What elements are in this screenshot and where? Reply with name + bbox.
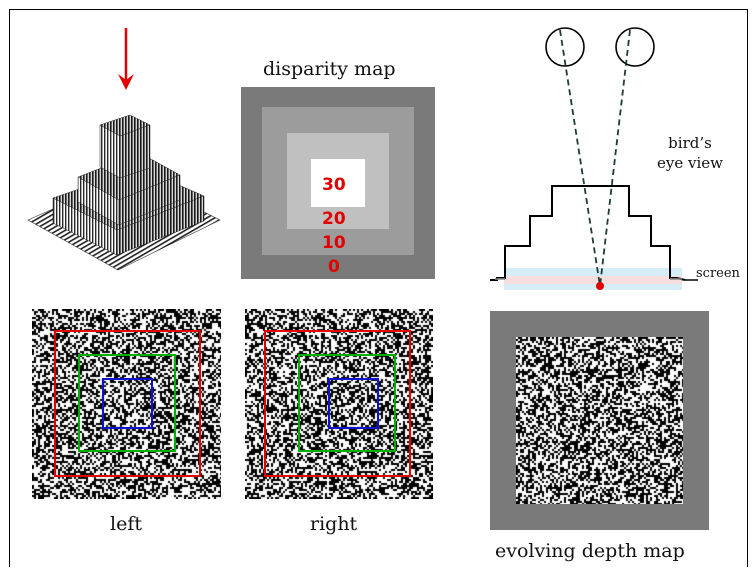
- right-label: right: [310, 513, 358, 535]
- right-stereogram: [245, 309, 433, 499]
- pyramid-illustration: [27, 28, 221, 271]
- figure-frame: [9, 9, 748, 567]
- disparity-map-title: disparity map: [263, 58, 396, 80]
- depth-profile: [490, 185, 686, 281]
- right-outer-square: [264, 330, 411, 477]
- left-label: left: [110, 513, 142, 535]
- pyramid-tier-3-right: [119, 124, 151, 179]
- disparity-value-20: 20: [322, 209, 346, 229]
- left-stereogram-outlines: [54, 330, 201, 477]
- fixation-point-icon: [596, 282, 604, 290]
- disparity-value-30: 30: [322, 175, 346, 195]
- screen-band-pink: [504, 276, 682, 284]
- disparity-level-30: [311, 159, 365, 207]
- down-arrow-icon: [118, 28, 134, 90]
- right-middle-square: [298, 354, 396, 452]
- pyramid-tier-2-right: [118, 174, 181, 226]
- left-inner-square: [102, 378, 153, 429]
- left-stereogram: [32, 309, 221, 499]
- left-outer-square: [54, 330, 201, 477]
- pyramid-tier-1-right: [116, 195, 205, 256]
- evolving-depth-noise: [516, 337, 683, 504]
- evolving-depth-label: evolving depth map: [495, 540, 685, 562]
- screen-label: screen: [696, 266, 740, 281]
- disparity-value-10: 10: [322, 233, 346, 253]
- disparity-value-0: 0: [328, 257, 340, 277]
- right-sight-line: [599, 29, 631, 287]
- left-sight-line: [559, 29, 601, 287]
- disparity-map: [241, 87, 435, 279]
- left-middle-square: [78, 354, 176, 452]
- right-inner-square: [328, 378, 379, 429]
- right-stereogram-outlines: [264, 330, 411, 477]
- left-eye-icon: [545, 27, 585, 67]
- right-eye-icon: [615, 27, 655, 67]
- birds-eye-diagram: [490, 27, 698, 290]
- birds-eye-label: bird’s eye view: [657, 134, 723, 173]
